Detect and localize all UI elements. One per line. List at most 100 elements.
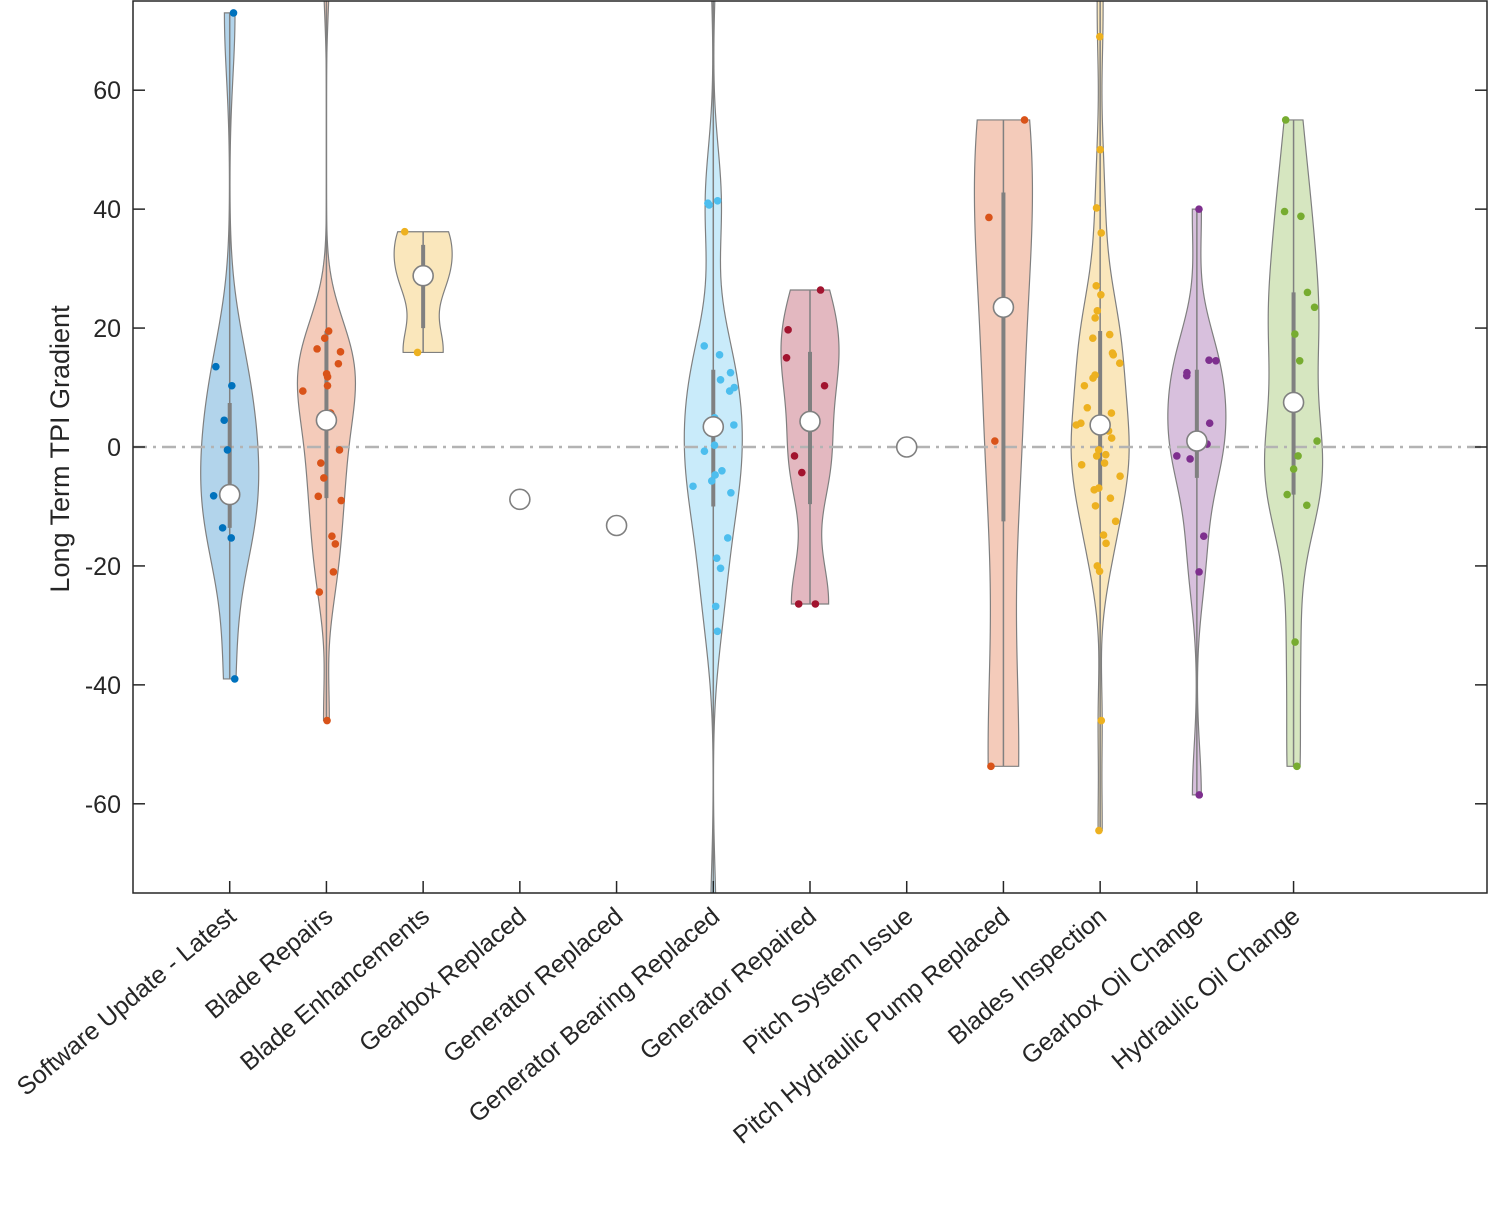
median-marker [799,410,821,433]
data-point [1097,229,1106,237]
violins-layer [200,1,1324,893]
data-point [1095,826,1103,835]
data-point [716,376,725,384]
data-point [1096,145,1104,154]
data-point [1101,450,1110,459]
data-point [712,554,721,563]
data-point [1097,290,1105,299]
data-point [1094,446,1103,454]
data-point [328,532,336,540]
median-marker [1186,430,1208,452]
data-point [323,716,331,725]
data-point [1089,334,1097,342]
data-point [1102,539,1110,548]
x-tick-label: Gearbox Oil Change [1016,902,1209,1070]
data-point [811,600,820,608]
data-point [1095,567,1104,576]
median-marker [895,436,918,458]
median-marker [1089,414,1111,436]
data-point [700,447,709,455]
data-point [334,359,343,368]
data-point [726,368,735,377]
data-point [987,762,995,771]
data-point [223,446,232,454]
data-point [1291,330,1299,338]
data-point [725,387,734,395]
data-point [218,524,227,532]
data-point [1092,204,1101,212]
y-tick-label: 40 [93,196,121,224]
data-point [1195,568,1203,576]
data-point [1090,486,1099,494]
data-point [331,540,340,548]
data-point [816,286,825,294]
x-tick-label: Pitch System Issue [738,902,919,1060]
data-point [1109,351,1118,359]
data-point [1093,307,1102,315]
data-point [794,600,803,608]
data-point [716,564,725,573]
points-layer [209,9,1321,835]
data-point [1107,434,1116,442]
data-point [1020,116,1029,124]
data-point [209,491,218,500]
x-tick-label: Hydraulic Oil Change [1106,902,1305,1075]
data-point [784,326,792,334]
data-point [798,468,806,477]
data-point [713,197,722,205]
data-point [230,675,239,683]
data-point [1281,116,1290,124]
data-point [710,441,719,450]
x-tick-label: Blade Enhancements [235,902,435,1076]
data-point [1195,205,1203,213]
data-point [323,381,332,390]
y-axis-ticks: -60 -40 -20 0 20 40 60 [85,77,1487,819]
data-point [1077,461,1086,469]
data-point [1091,502,1100,510]
data-point [1083,403,1092,412]
median-marker [509,488,531,511]
data-point [711,471,719,479]
y-tick-label: 20 [93,315,121,343]
data-point [1092,452,1101,460]
median-marker [1282,391,1305,414]
data-point [220,416,228,425]
data-point [1195,791,1204,799]
data-point [718,466,726,475]
data-point [1105,330,1114,339]
data-point [1106,494,1115,502]
data-point [314,492,323,501]
data-point [1212,356,1220,365]
data-point [227,534,236,542]
data-point [711,602,720,611]
data-point [715,351,724,359]
data-point [1303,288,1312,297]
data-point [1205,419,1214,428]
data-point [1080,381,1089,390]
data-point [320,474,328,482]
data-point [1173,452,1181,460]
y-tick-label: -20 [85,553,121,581]
data-point [1294,452,1302,460]
y-tick-label: 60 [93,77,121,105]
y-tick-label: -40 [85,672,121,700]
data-point [400,227,409,236]
median-marker [315,409,338,432]
data-point [1095,32,1104,41]
median-marker [412,264,434,287]
data-point [1313,437,1321,445]
data-point [1089,374,1097,382]
data-point [1091,314,1099,322]
data-point [323,373,332,381]
data-point [1092,282,1101,290]
data-point [317,459,325,467]
data-point [727,488,735,497]
data-point [985,213,993,222]
median-marker [218,483,241,506]
data-point [1283,490,1291,499]
data-point [1186,455,1194,463]
data-point [705,201,713,209]
data-point [700,342,709,350]
data-point [730,421,738,429]
